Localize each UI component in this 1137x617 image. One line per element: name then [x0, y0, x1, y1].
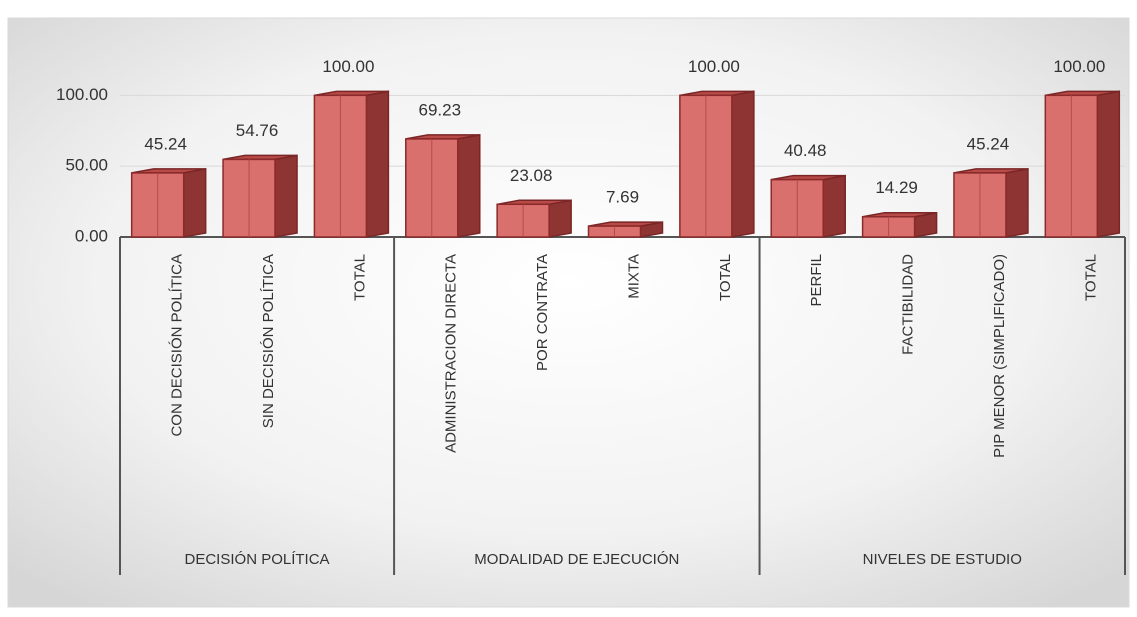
- x-tick-label: SIN DECISIÓN POLÍTICA: [260, 254, 277, 428]
- value-label: 7.69: [606, 188, 639, 207]
- x-tick-label: ADMINISTRACION DIRECTA: [443, 254, 460, 453]
- y-tick-label: 100.00: [56, 85, 108, 104]
- bar-side: [731, 90, 755, 238]
- bar: [313, 90, 390, 238]
- bar: [770, 174, 846, 238]
- bar: [130, 168, 207, 238]
- bar: [953, 168, 1029, 238]
- bar: [496, 199, 572, 238]
- x-tick-label: PIP MENOR (SIMPLIFICADO): [991, 254, 1008, 458]
- bar-side: [365, 90, 390, 238]
- bar: [587, 221, 664, 238]
- bar: [222, 154, 298, 238]
- value-label: 45.24: [967, 134, 1010, 153]
- bar-side: [1096, 90, 1121, 238]
- bar-side: [457, 134, 481, 238]
- x-tick-label: CON DECISIÓN POLÍTICA: [169, 254, 186, 437]
- value-label: 100.00: [1053, 57, 1105, 76]
- value-label: 100.00: [688, 57, 740, 76]
- bar-side: [274, 154, 298, 238]
- x-tick-label: MIXTA: [625, 254, 642, 299]
- x-tick-label: TOTAL: [717, 254, 734, 301]
- group-label: MODALIDAD DE EJECUCIÓN: [474, 551, 679, 568]
- group-label: DECISIÓN POLÍTICA: [185, 551, 330, 568]
- y-tick-label: 0.00: [75, 226, 108, 245]
- bar: [1044, 90, 1121, 238]
- value-label: 40.48: [784, 141, 827, 160]
- x-tick-label: TOTAL: [351, 254, 368, 301]
- bar-side: [182, 168, 207, 238]
- bar-side: [548, 199, 572, 238]
- bar-side: [822, 174, 846, 238]
- value-label: 45.24: [144, 134, 187, 153]
- x-tick-label: POR CONTRATA: [534, 254, 551, 371]
- x-tick-label: FACTIBILIDAD: [900, 254, 917, 355]
- group-label: NIVELES DE ESTUDIO: [863, 551, 1022, 568]
- bar: [861, 211, 938, 238]
- x-tick-label: PERFIL: [808, 254, 825, 307]
- value-label: 54.76: [236, 121, 279, 140]
- value-label: 69.23: [418, 100, 461, 119]
- y-tick-label: 50.00: [65, 156, 108, 175]
- bar: [405, 134, 481, 238]
- x-tick-label: TOTAL: [1082, 254, 1099, 301]
- bar-side: [1005, 168, 1029, 238]
- bar: [679, 90, 755, 238]
- value-label: 100.00: [322, 57, 374, 76]
- value-label: 14.29: [875, 178, 918, 197]
- value-label: 23.08: [510, 166, 553, 185]
- chart-background: [7, 17, 1130, 608]
